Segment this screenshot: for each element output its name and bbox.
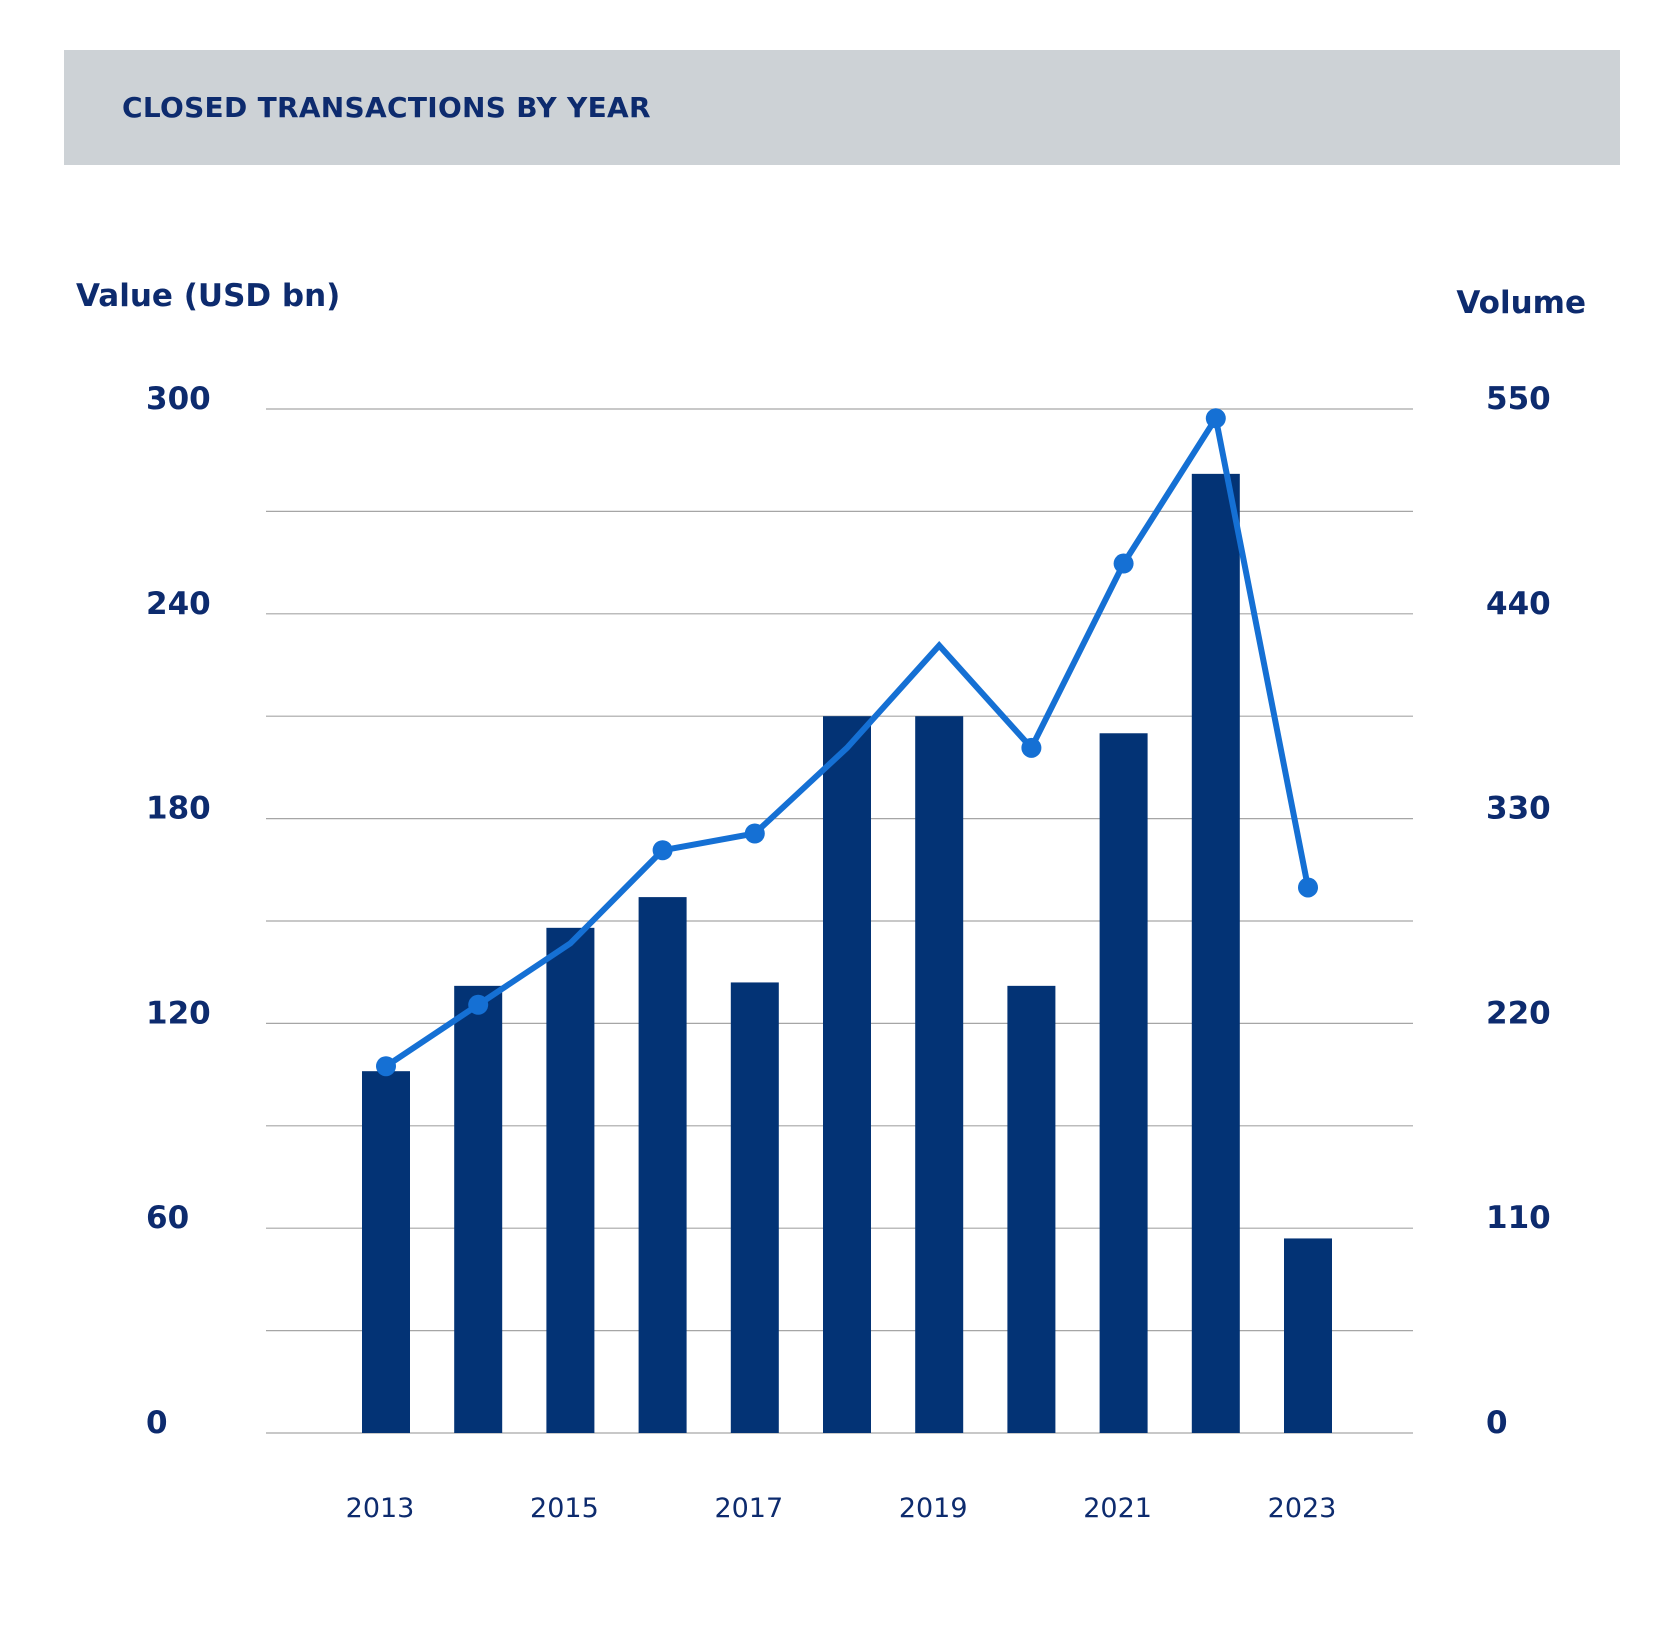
x-axis-ticks: 2013 2015 2017 2019 2021 2023 <box>346 1493 1337 1524</box>
left-tick-label: 60 <box>146 1200 189 1236</box>
value-bars <box>362 473 1332 1433</box>
volume-line <box>376 408 1318 1077</box>
right-axis-title: Volume <box>1456 285 1586 321</box>
left-tick-label: 120 <box>146 995 211 1031</box>
right-tick-label: 220 <box>1486 995 1551 1031</box>
bar-2016 <box>638 897 687 1433</box>
x-tick-label: 2017 <box>714 1493 783 1524</box>
bar-2023 <box>1284 1238 1332 1433</box>
chart-header-band: CLOSED TRANSACTIONS BY YEAR <box>64 50 1620 165</box>
volume-point-2022 <box>1205 408 1226 429</box>
bar-2022 <box>1191 473 1240 1433</box>
chart-title: CLOSED TRANSACTIONS BY YEAR <box>122 91 651 124</box>
volume-series-line <box>384 410 1311 1069</box>
volume-point-2023 <box>1298 877 1318 898</box>
bar-2017 <box>730 982 779 1433</box>
right-tick-label: 440 <box>1486 586 1551 622</box>
left-tick-label: 240 <box>146 586 211 622</box>
bar-2015 <box>546 927 595 1433</box>
right-axis-ticks: 0 110 220 330 440 550 <box>1486 381 1551 1441</box>
bar-2013 <box>362 1071 410 1433</box>
bar-2021 <box>1099 733 1148 1433</box>
right-tick-label: 110 <box>1486 1200 1551 1236</box>
x-tick-label: 2013 <box>346 1493 415 1524</box>
right-tick-label: 550 <box>1486 381 1551 417</box>
volume-point-2013 <box>376 1056 396 1077</box>
left-tick-label: 180 <box>146 791 211 827</box>
left-axis-title: Value (USD bn) <box>76 278 340 314</box>
bar-2020 <box>1007 985 1056 1433</box>
volume-point-2020 <box>1021 737 1042 758</box>
bar-2014 <box>454 985 503 1433</box>
right-tick-label: 330 <box>1486 791 1551 827</box>
right-tick-label: 0 <box>1486 1405 1508 1441</box>
left-tick-label: 0 <box>146 1405 168 1441</box>
x-tick-label: 2021 <box>1083 1493 1152 1524</box>
volume-point-2014 <box>468 994 489 1015</box>
bar-2019 <box>915 716 964 1433</box>
bar-2018 <box>823 716 871 1433</box>
x-tick-label: 2019 <box>899 1493 968 1524</box>
left-axis-ticks: 0 60 120 180 240 300 <box>146 381 211 1441</box>
left-tick-label: 300 <box>146 381 211 417</box>
volume-point-2017 <box>744 823 765 844</box>
x-tick-label: 2015 <box>530 1493 599 1524</box>
x-tick-label: 2023 <box>1268 1493 1337 1524</box>
volume-point-2021 <box>1113 553 1134 574</box>
volume-point-2016 <box>652 840 673 861</box>
